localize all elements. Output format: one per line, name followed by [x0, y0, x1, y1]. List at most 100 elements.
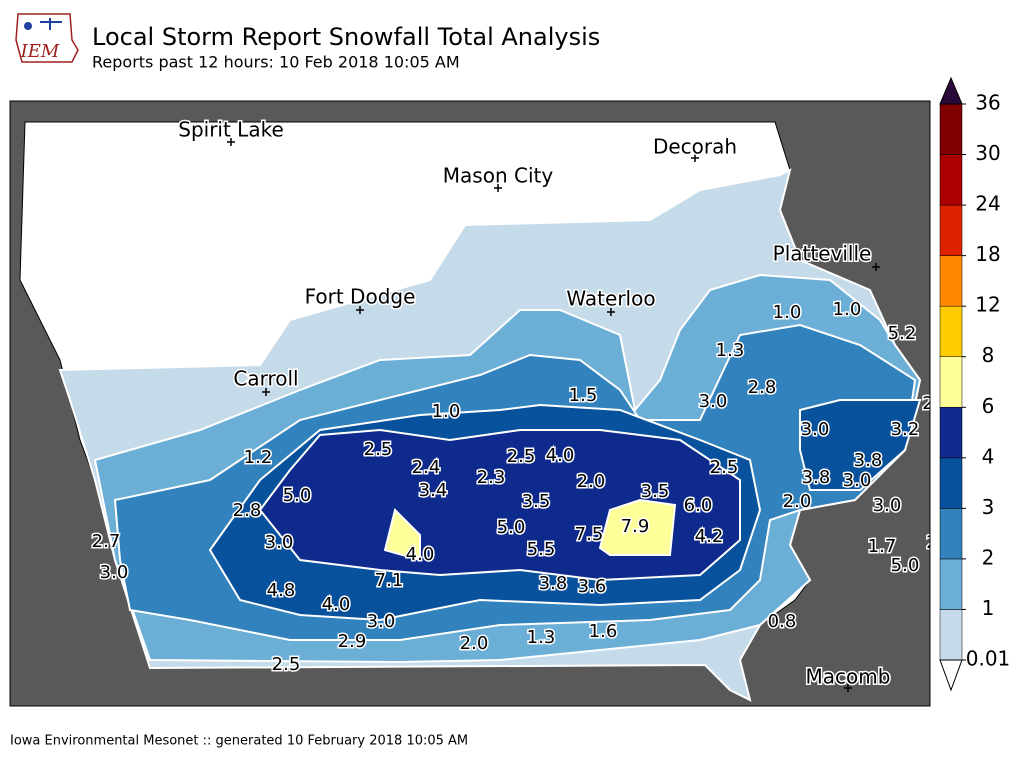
- report-value: 3.2: [891, 419, 920, 440]
- logo-text: IEM: [20, 41, 60, 62]
- city-marker: [356, 306, 364, 314]
- report-value: 3.0: [265, 532, 294, 553]
- band-5b: [383, 508, 421, 562]
- city-marker: [691, 154, 699, 162]
- report-value: 1.2: [244, 447, 273, 468]
- report-value: 2.5: [272, 654, 301, 675]
- colorbar-segment: [939, 457, 963, 509]
- report-value: 3.8: [539, 573, 568, 594]
- labels: 1.0 1.05.21.32.81.5 3.01.03.0 3.22.5 2.5 4.01…: [90, 116, 937, 692]
- colorbar-label: 12: [975, 293, 1000, 317]
- city-marker: [607, 308, 615, 316]
- report-value: 3.0: [367, 611, 396, 632]
- report-value: 2.0: [577, 471, 606, 492]
- map-frame: [9, 100, 931, 707]
- report-value: 7.9: [621, 516, 650, 537]
- report-value: 2.5: [364, 439, 393, 460]
- report-value: 3.0: [873, 495, 902, 516]
- report-value: 2: [922, 393, 933, 414]
- report-value: 5.5: [527, 539, 556, 560]
- colorbar-segment: [939, 204, 963, 256]
- title: Local Storm Report Snowfall Total Analys…: [92, 23, 600, 51]
- report-value: 1.3: [527, 627, 556, 648]
- colorbar-label: 4: [982, 444, 995, 468]
- report-value: 2.8: [233, 500, 262, 521]
- colorbar-label: 2: [982, 545, 995, 569]
- city-marker: [494, 184, 502, 192]
- band-5: [598, 498, 677, 556]
- report-value: 3.5: [522, 491, 551, 512]
- colorbar-segment: [939, 154, 963, 206]
- colorbar-label: 3: [982, 495, 995, 519]
- report-value: 2.5: [507, 446, 536, 467]
- report-value: 1.6: [589, 621, 618, 642]
- report-value: 3.0: [699, 391, 728, 412]
- logo: IEM: [15, 13, 79, 63]
- city-name: Waterloo: [566, 287, 655, 311]
- report-value: 6.0: [684, 495, 713, 516]
- colorbar-label: 1: [982, 596, 995, 620]
- report-value: 4.0: [546, 445, 575, 466]
- city-name: Decorah: [653, 135, 737, 159]
- city-name: Macomb: [806, 665, 891, 689]
- colorbar-label: 30: [975, 141, 1000, 165]
- city-name: Fort Dodge: [305, 285, 416, 309]
- city-marker: [844, 684, 852, 692]
- band-3b: [799, 399, 922, 491]
- report-value: 1.5: [569, 385, 598, 406]
- report-value: 3.6: [578, 576, 607, 597]
- report-value: 2: [926, 532, 937, 553]
- report-value: 4.0: [406, 544, 435, 565]
- report-value: 3.8: [854, 450, 883, 471]
- report-value: 1.3: [716, 340, 745, 361]
- report-value: 5.2: [888, 323, 917, 344]
- footer: Iowa Environmental Mesonet :: generated …: [10, 734, 468, 749]
- colorbar-segment: [939, 558, 963, 610]
- colorbar-segment: [939, 508, 963, 560]
- colorbar-label: 6: [982, 394, 995, 418]
- report-value: 4.0: [322, 594, 351, 615]
- colorbar-segment: [939, 305, 963, 357]
- report-value: 3.8: [802, 467, 831, 488]
- city-name: Platteville: [773, 242, 872, 266]
- report-value: 2.0: [783, 491, 812, 512]
- colorbar-over: [939, 76, 963, 105]
- colorbar-segment: [939, 609, 963, 661]
- city-marker: [262, 388, 270, 396]
- report-value: 7.1: [375, 570, 404, 591]
- report-value: 4.8: [267, 580, 296, 601]
- city-name: Spirit Lake: [178, 118, 284, 142]
- colorbar-label: 18: [975, 242, 1000, 266]
- city-name: Mason City: [443, 164, 554, 188]
- colorbar-segment: [939, 255, 963, 307]
- colorbar-label: 8: [982, 343, 995, 367]
- colorbar-segment: [939, 103, 963, 155]
- city-marker: [872, 263, 880, 271]
- city-marker: [227, 138, 235, 146]
- city-name: Carroll: [233, 367, 298, 391]
- report-value: 3.5: [641, 481, 670, 502]
- colorbar-label: 24: [975, 192, 1000, 216]
- report-value: 4.2: [695, 526, 724, 547]
- report-value: 2.4: [412, 457, 441, 478]
- report-value: 1.0: [432, 401, 461, 422]
- report-value: 5.0: [283, 485, 312, 506]
- report-value: 7.5: [575, 524, 604, 545]
- report-value: 3.4: [419, 480, 448, 501]
- report-value: 2.3: [477, 467, 506, 488]
- map: 1.0 1.05.21.32.81.5 3.01.03.0 3.22.5 2.5 4.01…: [10, 101, 937, 706]
- report-value: 2.5: [710, 457, 739, 478]
- report-value: 2.7: [92, 531, 121, 552]
- colorbar-under: [939, 659, 963, 692]
- colorbar-label: 0.01: [966, 647, 1011, 671]
- report-value: 1.7: [868, 536, 897, 557]
- colorbar-segment: [939, 407, 963, 459]
- report-value: 1.0: [833, 299, 862, 320]
- report-value: 2.9: [338, 631, 367, 652]
- report-value: 3.0: [801, 419, 830, 440]
- report-value: 5.0: [497, 517, 526, 538]
- report-value: 0.8: [768, 611, 797, 632]
- report-value: 2.8: [748, 377, 777, 398]
